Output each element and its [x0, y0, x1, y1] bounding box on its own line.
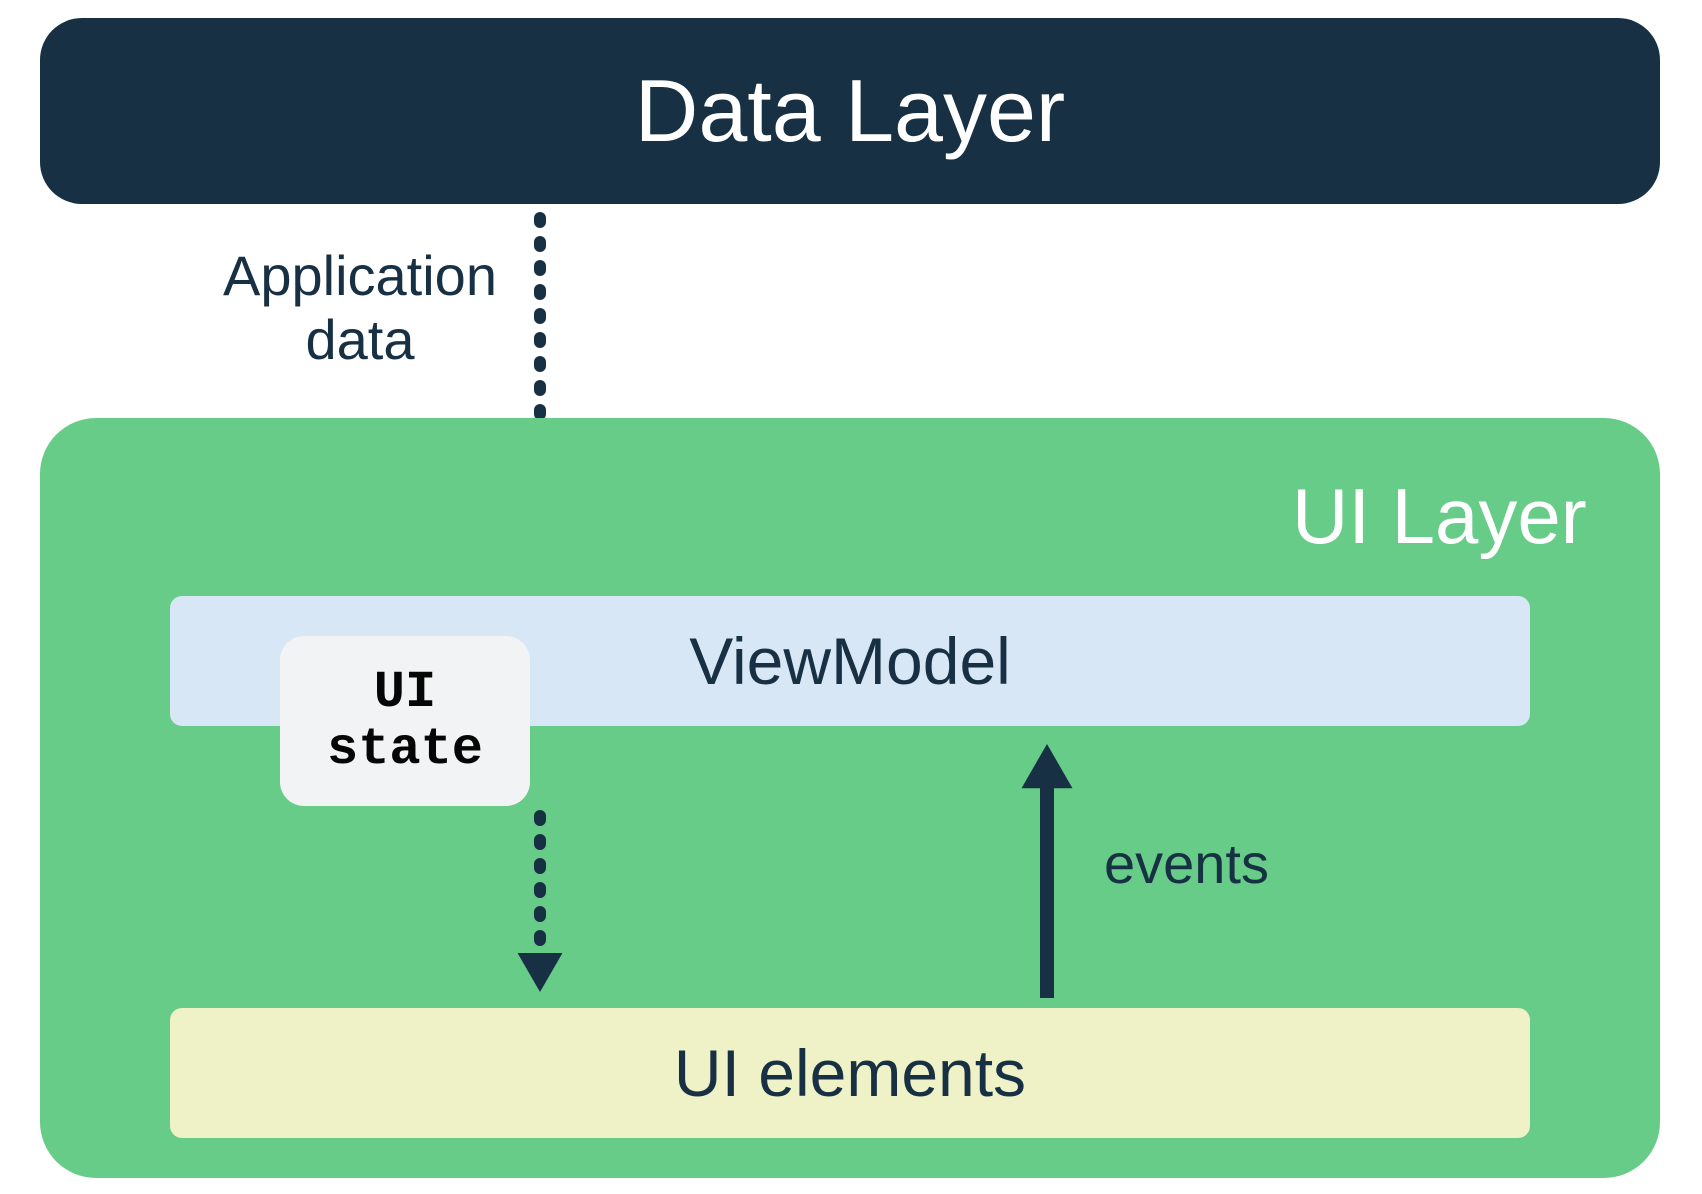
data-layer-box: Data Layer	[40, 18, 1660, 204]
data-layer-label: Data Layer	[635, 60, 1065, 162]
ui-elements-box: UI elements	[170, 1008, 1530, 1138]
events-label: events	[1104, 832, 1269, 896]
application-data-label: Application data	[210, 244, 510, 373]
ui-state-box: UI state	[280, 636, 530, 806]
ui-elements-label: UI elements	[674, 1035, 1026, 1111]
viewmodel-label: ViewModel	[689, 623, 1011, 699]
ui-layer-label: UI Layer	[1292, 472, 1587, 562]
ui-state-label: UI state	[327, 664, 483, 778]
ui-state-arrow	[510, 816, 630, 1022]
